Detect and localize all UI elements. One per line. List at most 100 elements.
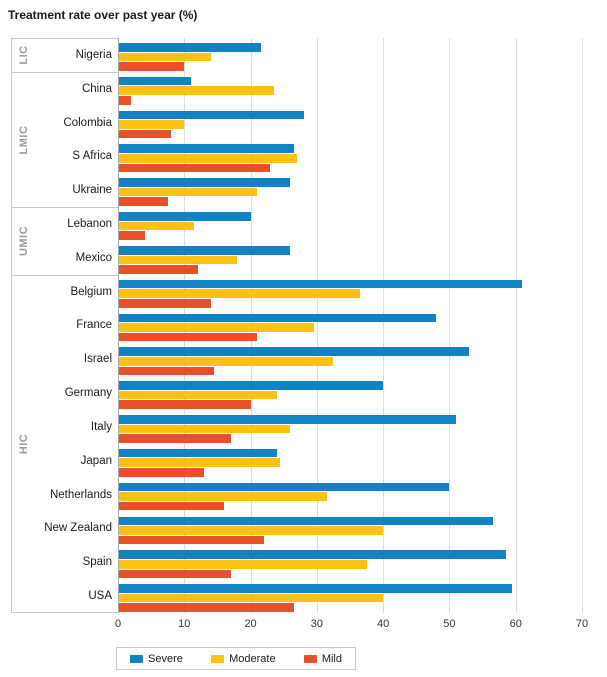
x-tick-0: 0 — [114, 618, 122, 630]
bar-mild-usa — [119, 603, 294, 612]
legend-item-severe: Severe — [130, 653, 183, 665]
bar-moderate-china — [119, 86, 274, 96]
bar-severe-spain — [119, 550, 506, 559]
x-tick-20: 20 — [244, 618, 257, 630]
bar-mild-new-zealand — [119, 535, 264, 545]
country-label-france: France — [76, 319, 112, 332]
category-labels-column: LIC Nigeria LMIC China Colombia S Africa Ukrai… — [11, 38, 118, 613]
x-tick-30: 30 — [310, 618, 323, 630]
bar-moderate-new-zealand — [119, 526, 384, 535]
bar-severe-lebanon — [119, 212, 251, 221]
bar-mild-germany — [119, 400, 251, 410]
bar-severe-belgium — [119, 279, 523, 289]
gridline-50 — [449, 38, 451, 613]
bar-severe-new-zealand — [119, 516, 493, 526]
x-tick-60: 60 — [509, 618, 522, 630]
bar-severe-nigeria — [119, 43, 261, 52]
bar-mild-colombia — [119, 129, 172, 139]
country-label-israel: Israel — [83, 353, 112, 366]
group-label-lmic: LMIC — [18, 125, 30, 155]
bar-moderate-italy — [119, 424, 291, 434]
x-axis-zero-line — [118, 38, 119, 613]
bar-mild-ukraine — [119, 197, 168, 207]
country-label-ukraine: Ukraine — [72, 184, 112, 197]
group-label-hic: HIC — [18, 433, 30, 455]
group-box-lmic: LMIC — [11, 71, 118, 208]
bar-severe-japan — [119, 448, 278, 458]
group-label-umic: UMIC — [18, 226, 30, 257]
bar-mild-netherlands — [119, 501, 225, 511]
legend-label-mild: Mild — [321, 652, 342, 665]
bar-mild-spain — [119, 569, 231, 579]
country-label-nigeria: Nigeria — [75, 48, 112, 61]
bar-moderate-ukraine — [119, 187, 258, 197]
country-label-new-zealand: New Zealand — [44, 522, 112, 535]
bar-severe-italy — [119, 415, 457, 424]
country-label-usa: USA — [88, 590, 112, 603]
mild-swatch-icon — [303, 654, 317, 663]
country-label-japan: Japan — [80, 454, 112, 467]
bar-moderate-netherlands — [119, 492, 327, 501]
plot-area — [118, 38, 583, 613]
bar-mild-lebanon — [119, 231, 145, 240]
country-label-colombia: Colombia — [63, 116, 112, 129]
x-tick-70: 70 — [575, 618, 589, 630]
moderate-swatch-icon — [211, 654, 225, 663]
bar-severe-s-africa — [119, 144, 294, 154]
country-label-mexico: Mexico — [75, 251, 112, 264]
country-label-lebanon: Lebanon — [67, 218, 112, 230]
bar-mild-belgium — [119, 298, 211, 308]
bar-moderate-nigeria — [119, 52, 211, 62]
bar-mild-france — [119, 332, 258, 342]
bar-moderate-japan — [119, 458, 281, 468]
bar-severe-israel — [119, 347, 470, 356]
country-label-belgium: Belgium — [70, 285, 112, 298]
bar-moderate-belgium — [119, 289, 360, 298]
bar-severe-china — [119, 76, 191, 86]
bar-mild-nigeria — [119, 62, 185, 71]
bar-severe-germany — [119, 381, 384, 390]
bar-moderate-s-africa — [119, 154, 297, 163]
bar-moderate-colombia — [119, 120, 185, 129]
chart-title: Treatment rate over past year (%) — [8, 8, 198, 22]
legend-item-mild: Mild — [303, 652, 342, 665]
legend-label-severe: Severe — [148, 652, 183, 665]
bar-mild-italy — [119, 434, 231, 443]
bar-severe-ukraine — [119, 178, 291, 187]
legend: Severe Moderate Mild — [116, 647, 356, 670]
country-label-germany: Germany — [64, 387, 112, 400]
bar-severe-mexico — [119, 245, 291, 255]
group-box-umic: UMIC — [11, 207, 118, 275]
bar-moderate-israel — [119, 357, 334, 366]
severe-swatch-icon — [130, 654, 143, 663]
bar-moderate-mexico — [119, 255, 238, 265]
x-tick-10: 10 — [178, 618, 191, 630]
bar-moderate-lebanon — [119, 221, 195, 231]
country-label-s-africa: S Africa — [72, 150, 112, 163]
bar-severe-colombia — [119, 110, 304, 120]
gridline-70 — [582, 38, 583, 613]
bar-mild-israel — [119, 366, 215, 376]
bar-moderate-spain — [119, 559, 367, 569]
x-tick-40: 40 — [377, 618, 390, 630]
bar-severe-netherlands — [119, 482, 450, 492]
bar-moderate-germany — [119, 390, 278, 400]
bar-moderate-france — [119, 323, 314, 332]
group-box-hic: HIC — [11, 274, 118, 613]
bar-severe-france — [119, 313, 437, 323]
country-label-italy: Italy — [90, 420, 112, 433]
bar-mild-mexico — [119, 265, 198, 274]
bar-severe-usa — [119, 584, 513, 593]
legend-label-moderate: Moderate — [229, 652, 276, 665]
x-tick-50: 50 — [443, 618, 456, 630]
gridline-60 — [515, 38, 517, 613]
bar-moderate-usa — [119, 593, 384, 603]
bar-mild-china — [119, 96, 132, 105]
x-axis-tick-labels: 0 10 20 30 40 50 60 70 — [114, 618, 588, 632]
country-label-netherlands: Netherlands — [49, 488, 112, 501]
country-label-china: China — [81, 82, 112, 95]
bar-mild-japan — [119, 468, 205, 477]
group-label-lic: LIC — [18, 45, 30, 66]
bar-mild-s-africa — [119, 163, 271, 173]
gridline-40 — [383, 38, 385, 613]
